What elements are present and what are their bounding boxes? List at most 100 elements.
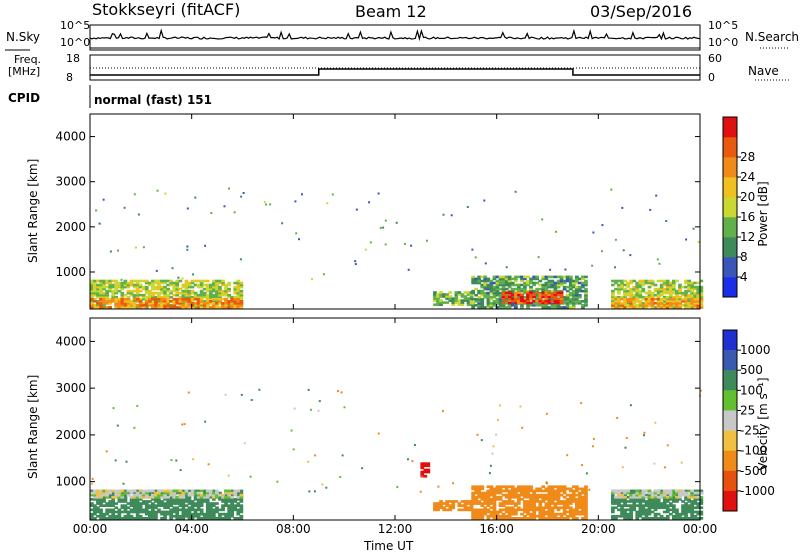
velocity-cell — [578, 504, 582, 507]
velocity-cell — [108, 504, 112, 507]
velocity-cell — [486, 508, 491, 512]
power-cell — [501, 281, 506, 285]
velocity-cell — [665, 514, 670, 518]
velocity-cell — [638, 495, 643, 499]
power-cell — [656, 289, 661, 293]
power-cell — [187, 285, 192, 289]
power-cell — [544, 304, 549, 307]
velocity-cell — [205, 502, 210, 505]
power-cell — [550, 299, 555, 303]
velocity-cell — [442, 502, 446, 505]
power-cell — [181, 300, 186, 303]
velocity-cell — [138, 498, 143, 501]
velocity-cell — [626, 500, 630, 503]
power-cell — [160, 300, 164, 303]
velocity-cell — [696, 517, 701, 520]
velocity-cell — [215, 508, 219, 512]
power-cell — [632, 297, 637, 301]
velocity-cell — [120, 504, 125, 507]
power-cell — [193, 279, 198, 283]
power-cell — [514, 297, 518, 301]
power-cell — [690, 293, 694, 297]
power-cell — [575, 285, 579, 289]
power-cell — [581, 306, 585, 309]
power-cell — [193, 293, 198, 297]
velocity-cell — [699, 502, 704, 505]
power-cell — [108, 300, 112, 303]
power-cell — [480, 293, 485, 297]
power-cell — [672, 306, 676, 309]
velocity-cell — [647, 500, 652, 503]
velocity-cell — [157, 498, 161, 501]
power-cell — [166, 293, 170, 297]
power-cell — [650, 306, 655, 309]
power-cell — [480, 285, 485, 289]
velocity-cell — [480, 485, 485, 489]
velocity-cell — [212, 510, 216, 514]
power-cell — [96, 283, 100, 287]
power-cell — [196, 285, 201, 289]
power-cell — [90, 287, 94, 291]
velocity-cell — [514, 508, 518, 512]
power-cell — [675, 293, 679, 297]
power-cell — [492, 281, 497, 285]
power-cell — [111, 285, 115, 289]
freq-unit: [MHz] — [8, 65, 41, 78]
velocity-cell — [532, 508, 536, 512]
power-cell — [144, 291, 149, 295]
velocity-cell — [510, 495, 515, 499]
velocity-cell — [529, 500, 533, 503]
velocity-cell — [148, 489, 152, 493]
power-cell — [526, 293, 530, 296]
velocity-cell — [632, 506, 637, 510]
velocity-cell — [620, 514, 624, 518]
power-cell — [693, 293, 698, 297]
velocity-cell — [187, 502, 192, 505]
velocity-cell — [114, 517, 119, 520]
power-speckle — [601, 250, 603, 253]
power-cell — [436, 303, 440, 306]
velocity-cell — [184, 514, 189, 518]
power-cell — [629, 293, 633, 297]
velocity-cell — [632, 504, 637, 507]
velocity-speckle — [310, 408, 312, 411]
power-cell — [141, 295, 146, 299]
velocity-cell — [498, 517, 503, 520]
velocity-cell — [433, 504, 437, 507]
velocity-cell — [684, 495, 688, 499]
power-cell — [439, 291, 443, 294]
velocity-cell — [190, 514, 195, 518]
power-cell — [495, 289, 500, 293]
power-cell — [126, 295, 131, 299]
velocity-cell — [507, 500, 512, 503]
velocity-cell — [684, 506, 688, 510]
power-cell — [514, 299, 518, 303]
power-cell — [187, 289, 192, 293]
power-cell — [483, 291, 488, 295]
power-cell — [132, 300, 137, 303]
velocity-cell — [690, 514, 694, 518]
velocity-cell — [212, 504, 216, 507]
velocity-cell — [105, 512, 109, 516]
velocity-cell — [584, 517, 588, 520]
velocity-speckle — [521, 426, 524, 429]
velocity-speckle — [122, 482, 125, 485]
velocity-cell — [451, 504, 456, 507]
velocity-cell — [160, 500, 164, 503]
velocity-cell — [202, 498, 207, 501]
velocity-cell — [562, 506, 567, 510]
velocity-cell — [463, 504, 468, 507]
velocity-speckle — [621, 466, 624, 469]
velocity-cell — [129, 508, 134, 512]
power-cell — [215, 285, 219, 289]
power-cell — [471, 275, 475, 279]
power-cell — [547, 289, 552, 293]
power-cell — [90, 306, 94, 309]
power-cell — [205, 295, 210, 299]
velocity-cell — [644, 493, 649, 497]
velocity-cell — [126, 502, 131, 505]
power-cell — [653, 293, 658, 297]
power-cell — [169, 304, 173, 307]
velocity-speckle — [566, 454, 569, 457]
velocity-cell — [690, 517, 694, 520]
